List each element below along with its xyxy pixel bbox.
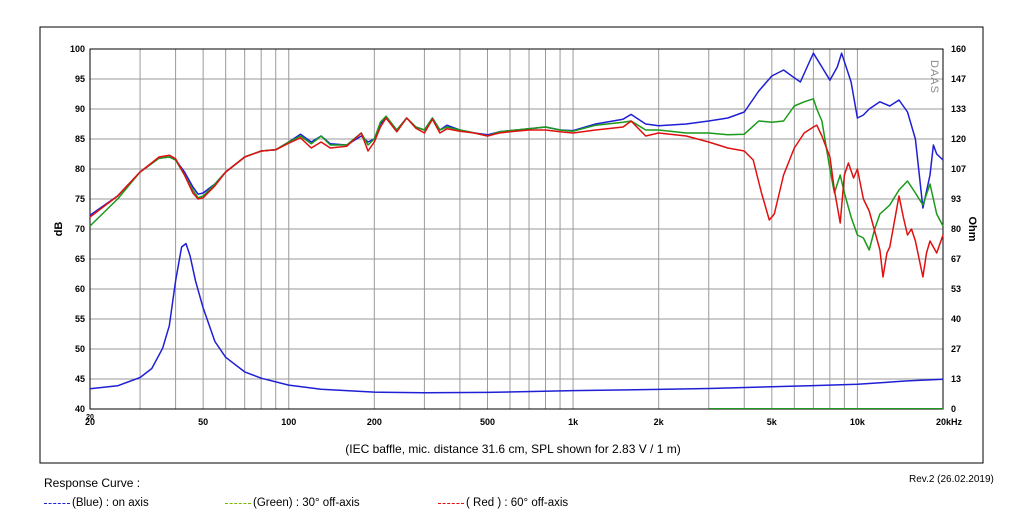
x-tick-label: 2k xyxy=(654,417,665,427)
y2-tick-label: 160 xyxy=(951,44,966,54)
watermark: DAAS xyxy=(928,60,940,94)
y-tick-label: 65 xyxy=(75,254,85,264)
y-tick-label: 55 xyxy=(75,314,85,324)
y-tick-label: 70 xyxy=(75,224,85,234)
y2-tick-label: 107 xyxy=(951,164,966,174)
y-tick-label: 60 xyxy=(75,284,85,294)
series-line-blue-impedance xyxy=(89,242,944,394)
y-axis-right: 160 147 133 120 107 93 80 67 53 40 27 13 0 xyxy=(951,44,966,414)
x-tick-label: 20kHz xyxy=(936,417,963,427)
legend-label-blue: (Blue) : on axis xyxy=(72,497,149,509)
series-layer xyxy=(89,52,944,409)
series-line-red-spl xyxy=(89,117,944,278)
y2-tick-label: 53 xyxy=(951,284,961,294)
y-tick-label: 40 xyxy=(75,404,85,414)
y-axis-label: dB xyxy=(53,222,65,237)
y2-tick-label: 120 xyxy=(951,134,966,144)
x-tick-label: 5k xyxy=(767,417,778,427)
chart-border xyxy=(39,26,984,464)
legend-item-green: (Green) : 30° off-axis xyxy=(225,497,360,509)
legend-swatch-blue xyxy=(44,502,70,504)
x-tick-label: 500 xyxy=(480,417,495,427)
y2-tick-label: 13 xyxy=(951,374,961,384)
y2-tick-label: 80 xyxy=(951,224,961,234)
chart-caption: (IEC baffle, mic. distance 31.6 cm, SPL … xyxy=(345,442,680,456)
y2-tick-label: 147 xyxy=(951,74,966,84)
y2-tick-label: 133 xyxy=(951,104,966,114)
y-tick-label: 45 xyxy=(75,374,85,384)
y-tick-label: 50 xyxy=(75,344,85,354)
legend-label-red: ( Red ) : 60° off-axis xyxy=(466,497,569,509)
y2-tick-label: 40 xyxy=(951,314,961,324)
legend-swatch-green xyxy=(225,502,251,504)
y-tick-label: 80 xyxy=(75,164,85,174)
x-tick-label: 10k xyxy=(850,417,866,427)
y2-tick-label: 93 xyxy=(951,194,961,204)
legend-item-blue: (Blue) : on axis xyxy=(44,497,149,509)
y-axis-left: 100 95 90 85 80 75 70 65 60 55 50 45 40 xyxy=(70,44,85,414)
x-tick-label: 20 xyxy=(85,417,95,427)
y-tick-label: 85 xyxy=(75,134,85,144)
x-tick-label: 200 xyxy=(367,417,382,427)
y2-tick-label: 0 xyxy=(951,404,956,414)
x-tick-label: 50 xyxy=(198,417,208,427)
legend-item-red: ( Red ) : 60° off-axis xyxy=(438,497,568,509)
y-tick-label: 100 xyxy=(70,44,85,54)
y-tick-label: 75 xyxy=(75,194,85,204)
y2-tick-label: 27 xyxy=(951,344,961,354)
legend-title: Response Curve : xyxy=(44,476,141,490)
y-tick-label: 95 xyxy=(75,74,85,84)
y-tick-label: 90 xyxy=(75,104,85,114)
x-tick-label: 100 xyxy=(281,417,296,427)
x-tick-label: 1k xyxy=(568,417,579,427)
y2-axis-label: Ohm xyxy=(966,216,978,241)
revision-label: Rev.2 (26.02.2019) xyxy=(909,474,994,485)
legend-label-green: (Green) : 30° off-axis xyxy=(253,497,360,509)
plot-area xyxy=(89,48,944,410)
x-tick-minor-label: 20 xyxy=(86,414,94,421)
y2-tick-label: 67 xyxy=(951,254,961,264)
legend-swatch-red xyxy=(438,502,464,504)
